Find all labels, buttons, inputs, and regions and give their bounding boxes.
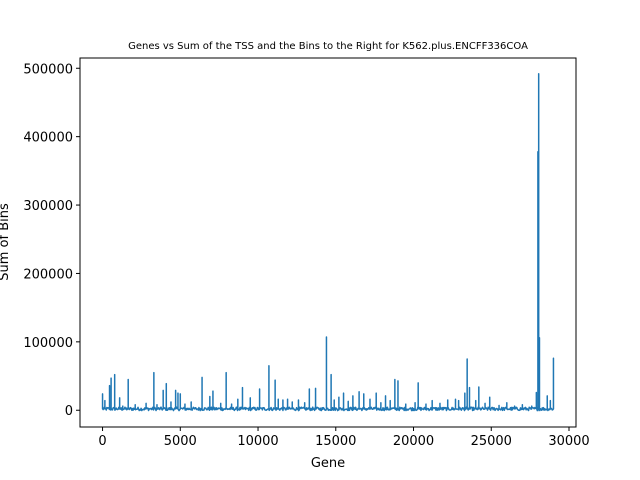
y-tick-label: 500000 xyxy=(23,62,73,77)
y-tick-label: 400000 xyxy=(23,131,73,146)
plot-frame xyxy=(79,57,577,428)
y-tick-label: 300000 xyxy=(23,199,73,214)
x-tick-label: 10000 xyxy=(237,434,278,449)
x-tick-label: 25000 xyxy=(471,434,512,449)
x-axis: 0 5000 10000 15000 20000 25000 30000 xyxy=(98,427,590,449)
y-axis-label: Sum of Bins xyxy=(0,203,12,281)
x-tick-label: 0 xyxy=(98,434,106,449)
x-tick-label: 5000 xyxy=(164,434,197,449)
x-axis-label: Gene xyxy=(311,456,345,471)
y-tick-label: 100000 xyxy=(23,336,73,351)
series-line xyxy=(101,72,555,412)
y-tick-label: 200000 xyxy=(23,267,73,282)
plot-area xyxy=(101,72,555,412)
x-tick-label: 20000 xyxy=(393,434,434,449)
y-axis: 0 100000 200000 300000 400000 500000 xyxy=(23,62,80,419)
x-tick-label: 15000 xyxy=(315,434,356,449)
chart-title: Genes vs Sum of the TSS and the Bins to … xyxy=(128,41,528,52)
y-tick-label: 0 xyxy=(65,404,73,419)
x-tick-label: 30000 xyxy=(548,434,589,449)
